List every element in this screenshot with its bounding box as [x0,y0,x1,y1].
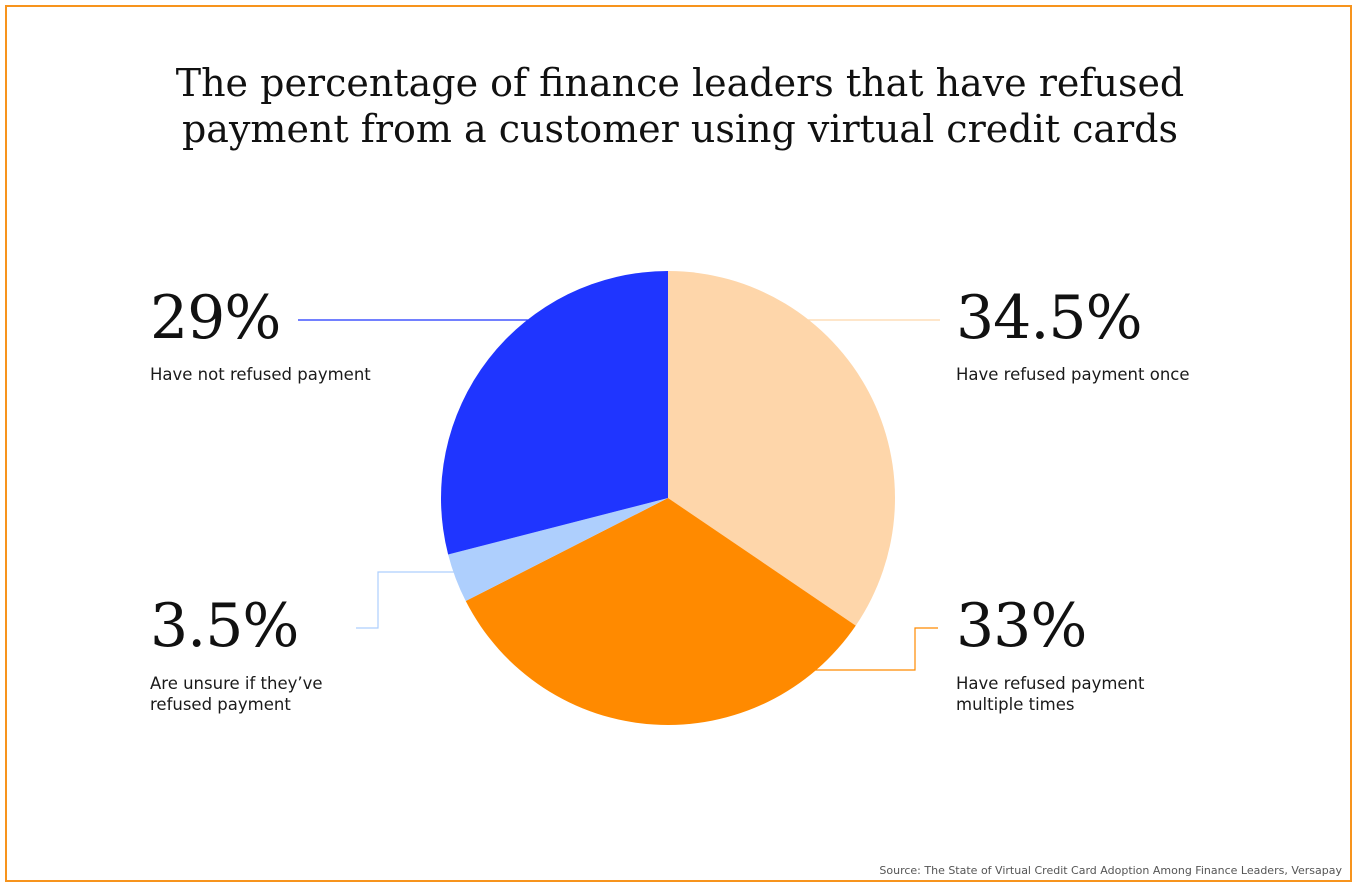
label-refused-multiple-line-2: multiple times [956,695,1075,714]
label-refused-once: Have refused payment once [956,364,1190,385]
label-unsure-line-1: Are unsure if they’ve [150,674,323,693]
chart-title-line-1: The percentage of finance leaders that h… [175,61,1185,105]
pie-slice-not-refused [441,271,668,555]
pct-unsure: 3.5% [150,591,299,661]
pie-slice-refused-multiple [465,498,856,725]
pct-refused-once: 34.5% [956,283,1143,353]
source-note: Source: The State of Virtual Credit Card… [879,864,1342,877]
chart-title-line-2: payment from a customer using virtual cr… [181,107,1179,151]
label-unsure-line-2: refused payment [150,695,291,714]
label-refused-once-line-1: Have refused payment once [956,365,1190,384]
chart-title: The percentage of finance leaders that h… [0,60,1360,152]
chart-frame [5,5,1352,882]
label-refused-multiple-line-1: Have refused payment [956,674,1145,693]
leader-line-refused-multiple [815,627,938,671]
pct-not-refused: 29% [150,283,281,353]
pct-refused-multiple: 33% [956,591,1087,661]
pie-slice-unsure [448,498,668,602]
label-not-refused-line-1: Have not refused payment [150,365,371,384]
label-not-refused: Have not refused payment [150,364,371,385]
label-refused-multiple: Have refused payment multiple times [956,673,1145,715]
label-unsure: Are unsure if they’ve refused payment [150,673,323,715]
pie-slice-refused-once [668,271,895,626]
leader-line-unsure [356,571,456,629]
